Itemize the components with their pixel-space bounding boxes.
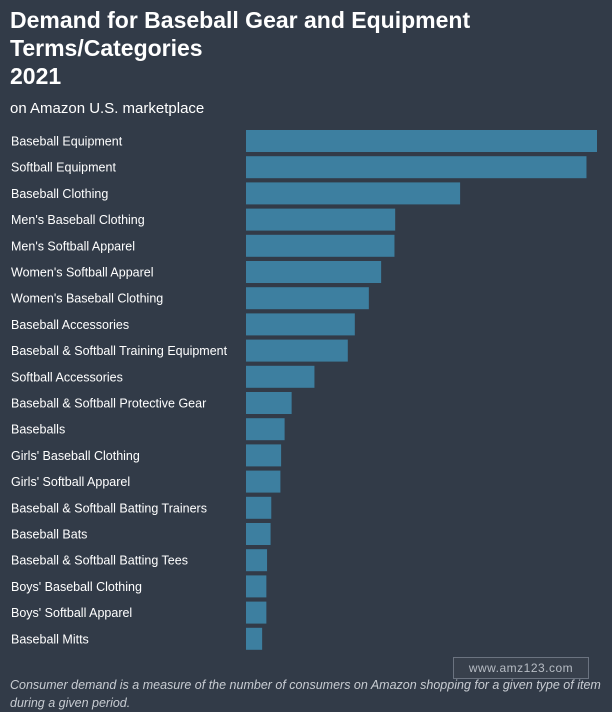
chart-title-line-3: 2021	[10, 63, 62, 89]
category-label: Baseball & Softball Protective Gear	[11, 397, 206, 411]
category-label: Men's Softball Apparel	[11, 239, 135, 253]
chart-subtitle: on Amazon U.S. marketplace	[10, 100, 205, 117]
category-label: Men's Baseball Clothing	[11, 213, 145, 227]
bar	[246, 444, 282, 467]
bar	[246, 182, 461, 205]
category-label: Women's Softball Apparel	[11, 266, 154, 280]
category-label: Baseball & Softball Training Equipment	[11, 344, 228, 358]
bar	[246, 234, 395, 257]
bar	[246, 575, 267, 598]
bar	[246, 418, 285, 441]
category-label: Women's Baseball Clothing	[11, 292, 163, 306]
chart-title-line-1: Demand for Baseball Gear and Equipment	[10, 7, 471, 33]
category-label: Baseball & Softball Batting Trainers	[11, 501, 207, 515]
chart-title-line-2: Terms/Categories	[10, 35, 203, 61]
category-label: Baseball & Softball Batting Tees	[11, 554, 188, 568]
category-label: Boys' Softball Apparel	[11, 606, 132, 620]
bar	[246, 392, 292, 414]
bar	[246, 627, 263, 650]
bar	[246, 496, 272, 519]
chart-title: Demand for Baseball Gear and Equipment T…	[10, 6, 470, 90]
category-label: Softball Accessories	[11, 370, 123, 384]
bar	[246, 156, 587, 179]
bar	[246, 313, 355, 336]
category-label: Girls' Softball Apparel	[11, 475, 130, 489]
category-label: Baseball Accessories	[11, 318, 129, 332]
bar	[246, 261, 382, 283]
bar-chart: Baseball Equipment Softball Equipment Base…	[11, 130, 597, 650]
bar	[246, 365, 315, 388]
chart-footnote: Consumer demand is a measure of the numb…	[10, 678, 601, 710]
bar	[246, 470, 281, 493]
bar	[246, 523, 271, 545]
bar	[246, 208, 396, 231]
bar	[246, 339, 348, 362]
category-label: Baseballs	[11, 423, 65, 437]
category-label: Baseball Clothing	[11, 187, 108, 201]
bar	[246, 287, 369, 310]
category-label: Softball Equipment	[11, 161, 116, 175]
bar	[246, 601, 267, 624]
category-label: Girls' Baseball Clothing	[11, 449, 140, 463]
category-label: Boys' Baseball Clothing	[11, 580, 142, 594]
watermark: www.amz123.com	[453, 657, 589, 679]
bar	[246, 549, 268, 572]
bar	[246, 130, 597, 152]
category-label: Baseball Mitts	[11, 632, 89, 646]
category-label: Baseball Bats	[11, 528, 87, 542]
category-label: Baseball Equipment	[11, 135, 123, 149]
